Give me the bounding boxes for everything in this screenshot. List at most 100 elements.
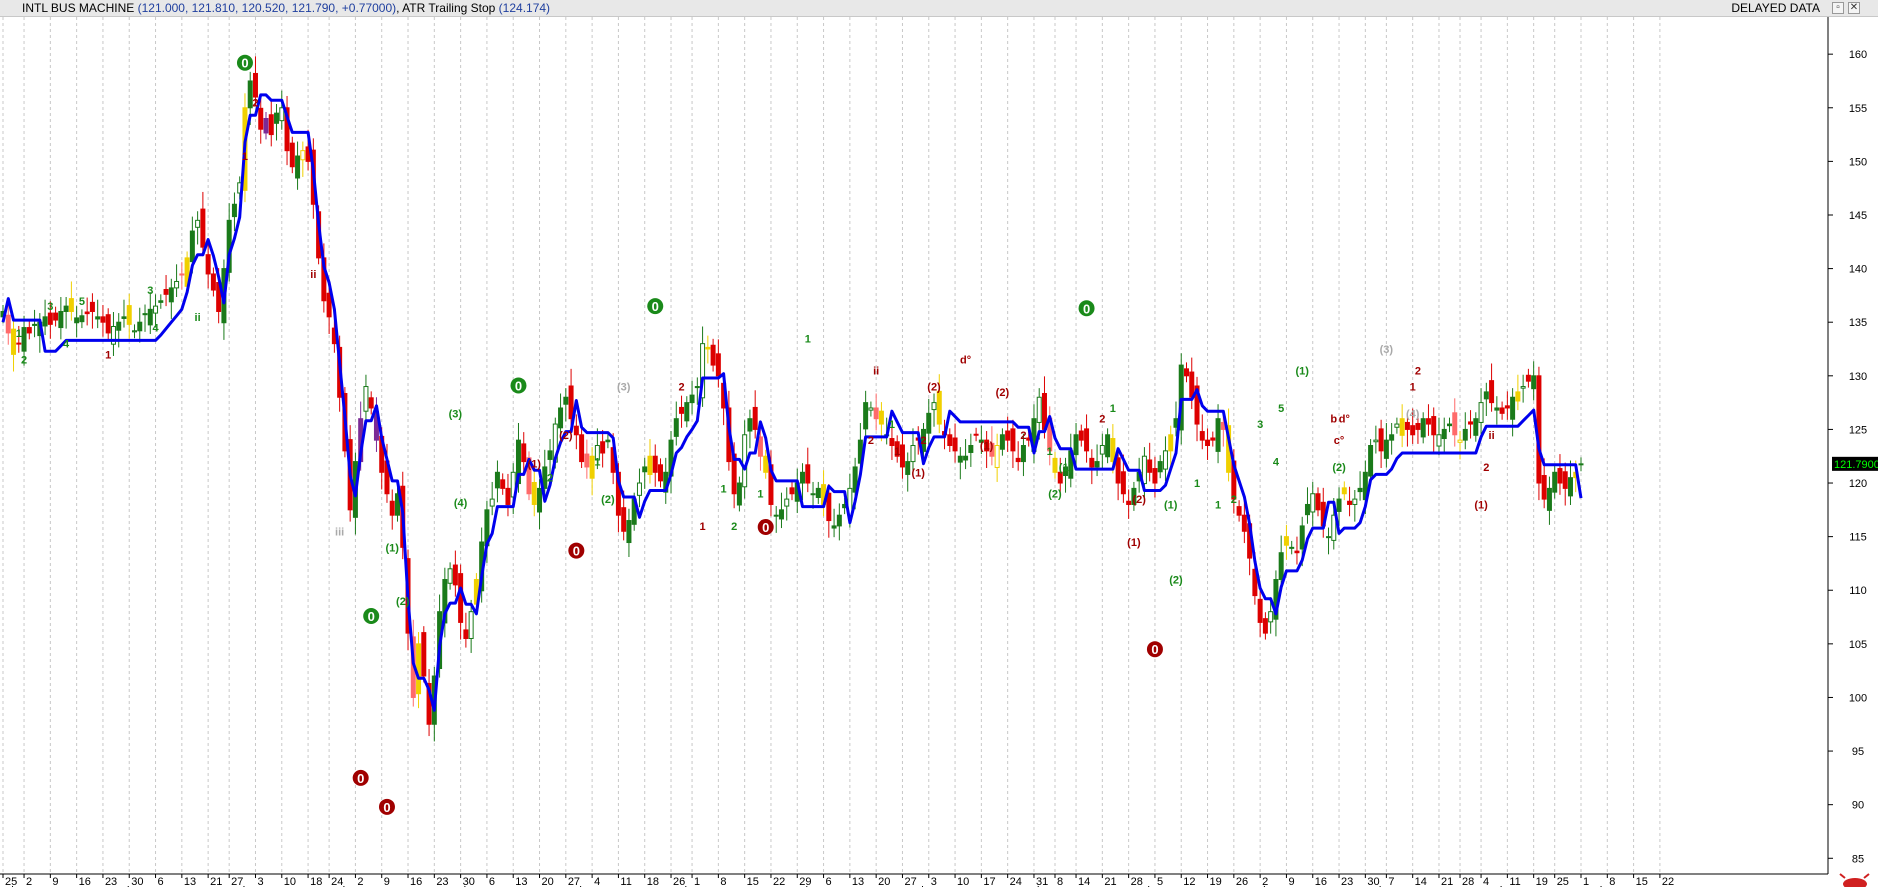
x-day-label: 29 [799,876,811,887]
count-badge-label: 0 [515,378,522,393]
candle-body [1120,471,1126,495]
candle-body [789,487,795,495]
candle-body [1147,459,1153,473]
wave-count-label: (3) [1380,344,1394,356]
wave-count-label: d° [960,355,971,367]
candle-body [878,410,884,425]
bull-logo-icon [1839,873,1870,887]
candle-body [1331,514,1337,541]
wave-count-label: 2 [1020,430,1026,442]
candle-body [815,487,821,498]
candle-body [179,273,185,276]
candle-body [368,397,374,409]
candle-body [905,461,911,475]
candle-body [494,471,500,489]
candle-body [752,406,758,430]
candle-body [468,611,474,639]
wave-count-label: 2 [920,435,926,447]
candle-body [1520,386,1526,389]
wave-count-label: 3 [147,285,153,297]
candle-body [1099,445,1105,455]
wave-count-label: 5 [1278,403,1284,415]
x-day-label: 10 [957,876,969,887]
candle-body [1110,438,1116,463]
x-day-label: 21 [1104,876,1116,887]
candle-body [284,107,290,152]
x-day-label: 9 [384,876,390,887]
candle-body [1157,461,1163,473]
x-day-label: 19 [1210,876,1222,887]
count-badge-label: 0 [762,520,769,535]
candle-body [1368,445,1374,477]
candle-body [1057,471,1063,484]
candle-body [568,385,574,420]
wave-count-label: b [1330,414,1337,426]
candle-body [1347,500,1353,505]
candle-body [626,520,632,544]
candle-body [53,312,59,321]
delayed-data-label: DELAYED DATA [1731,1,1820,15]
candle-body [715,353,721,377]
candle-body [416,643,422,695]
candle-body [1283,536,1289,546]
candle-body [195,219,201,228]
wave-count-label: (1) [1295,365,1309,377]
current-price-tag [1832,456,1878,471]
y-tick-label: 95 [1852,746,1864,758]
candle-body [968,445,974,453]
wave-count-label: 2 [1099,414,1105,426]
candle-body [1115,457,1121,484]
candle-body [852,466,858,493]
candle-body [1420,418,1426,438]
candle-body [363,386,369,412]
candle-body [1105,434,1111,458]
wave-count-label: 2 [1415,365,1421,377]
candle-body [1262,618,1268,634]
candle-body [279,107,285,122]
candle-body [1541,475,1547,500]
restore-icon[interactable]: ▫ [1832,2,1844,14]
y-tick-label: 125 [1849,424,1867,436]
count-badge-label: 0 [357,771,364,786]
x-day-label: 28 [1462,876,1474,887]
candle-body [1194,385,1200,425]
candle-body [1278,552,1284,581]
wave-count-label: (2) [996,387,1010,399]
candle-body [1431,416,1437,436]
candle-body [105,314,111,334]
count-badge-circle [1146,641,1163,658]
candle-body [231,203,237,218]
wave-count-label: 1 [242,151,248,163]
y-tick-label: 140 [1849,264,1867,276]
candle-body [1546,487,1552,511]
candle-body [189,230,195,263]
close-icon[interactable]: ✕ [1848,2,1860,14]
x-day-label: 27 [568,876,580,887]
x-day-label: 16 [1315,876,1327,887]
candle-body [1126,500,1132,505]
wave-count-label: 3 [1257,419,1263,431]
candle-body [1415,423,1421,430]
candle-body [100,316,106,323]
candle-body [1452,412,1458,436]
wave-count-label: 2 [678,382,684,394]
candle-body [805,464,811,484]
candle-body [1515,391,1521,402]
candle-body [1241,514,1247,532]
count-badge-circle [1078,300,1095,317]
candle-body [973,433,979,436]
wave-count-label: 1 [889,419,895,431]
candle-body [1410,425,1416,436]
candle-body [957,455,963,463]
candle-body [1483,391,1489,400]
current-price-label: 121.7900 [1834,459,1878,471]
x-day-label: 31 [1036,876,1048,887]
candle-body [11,328,17,355]
candle-body [694,386,700,389]
candle-body [1525,374,1531,382]
candle-body [573,425,579,436]
candle-body [295,155,301,179]
x-day-label: 30 [131,876,143,887]
candle-body [1562,471,1568,489]
price-chart[interactable]: 8590951001051101151201251301351401451501… [0,17,1878,887]
